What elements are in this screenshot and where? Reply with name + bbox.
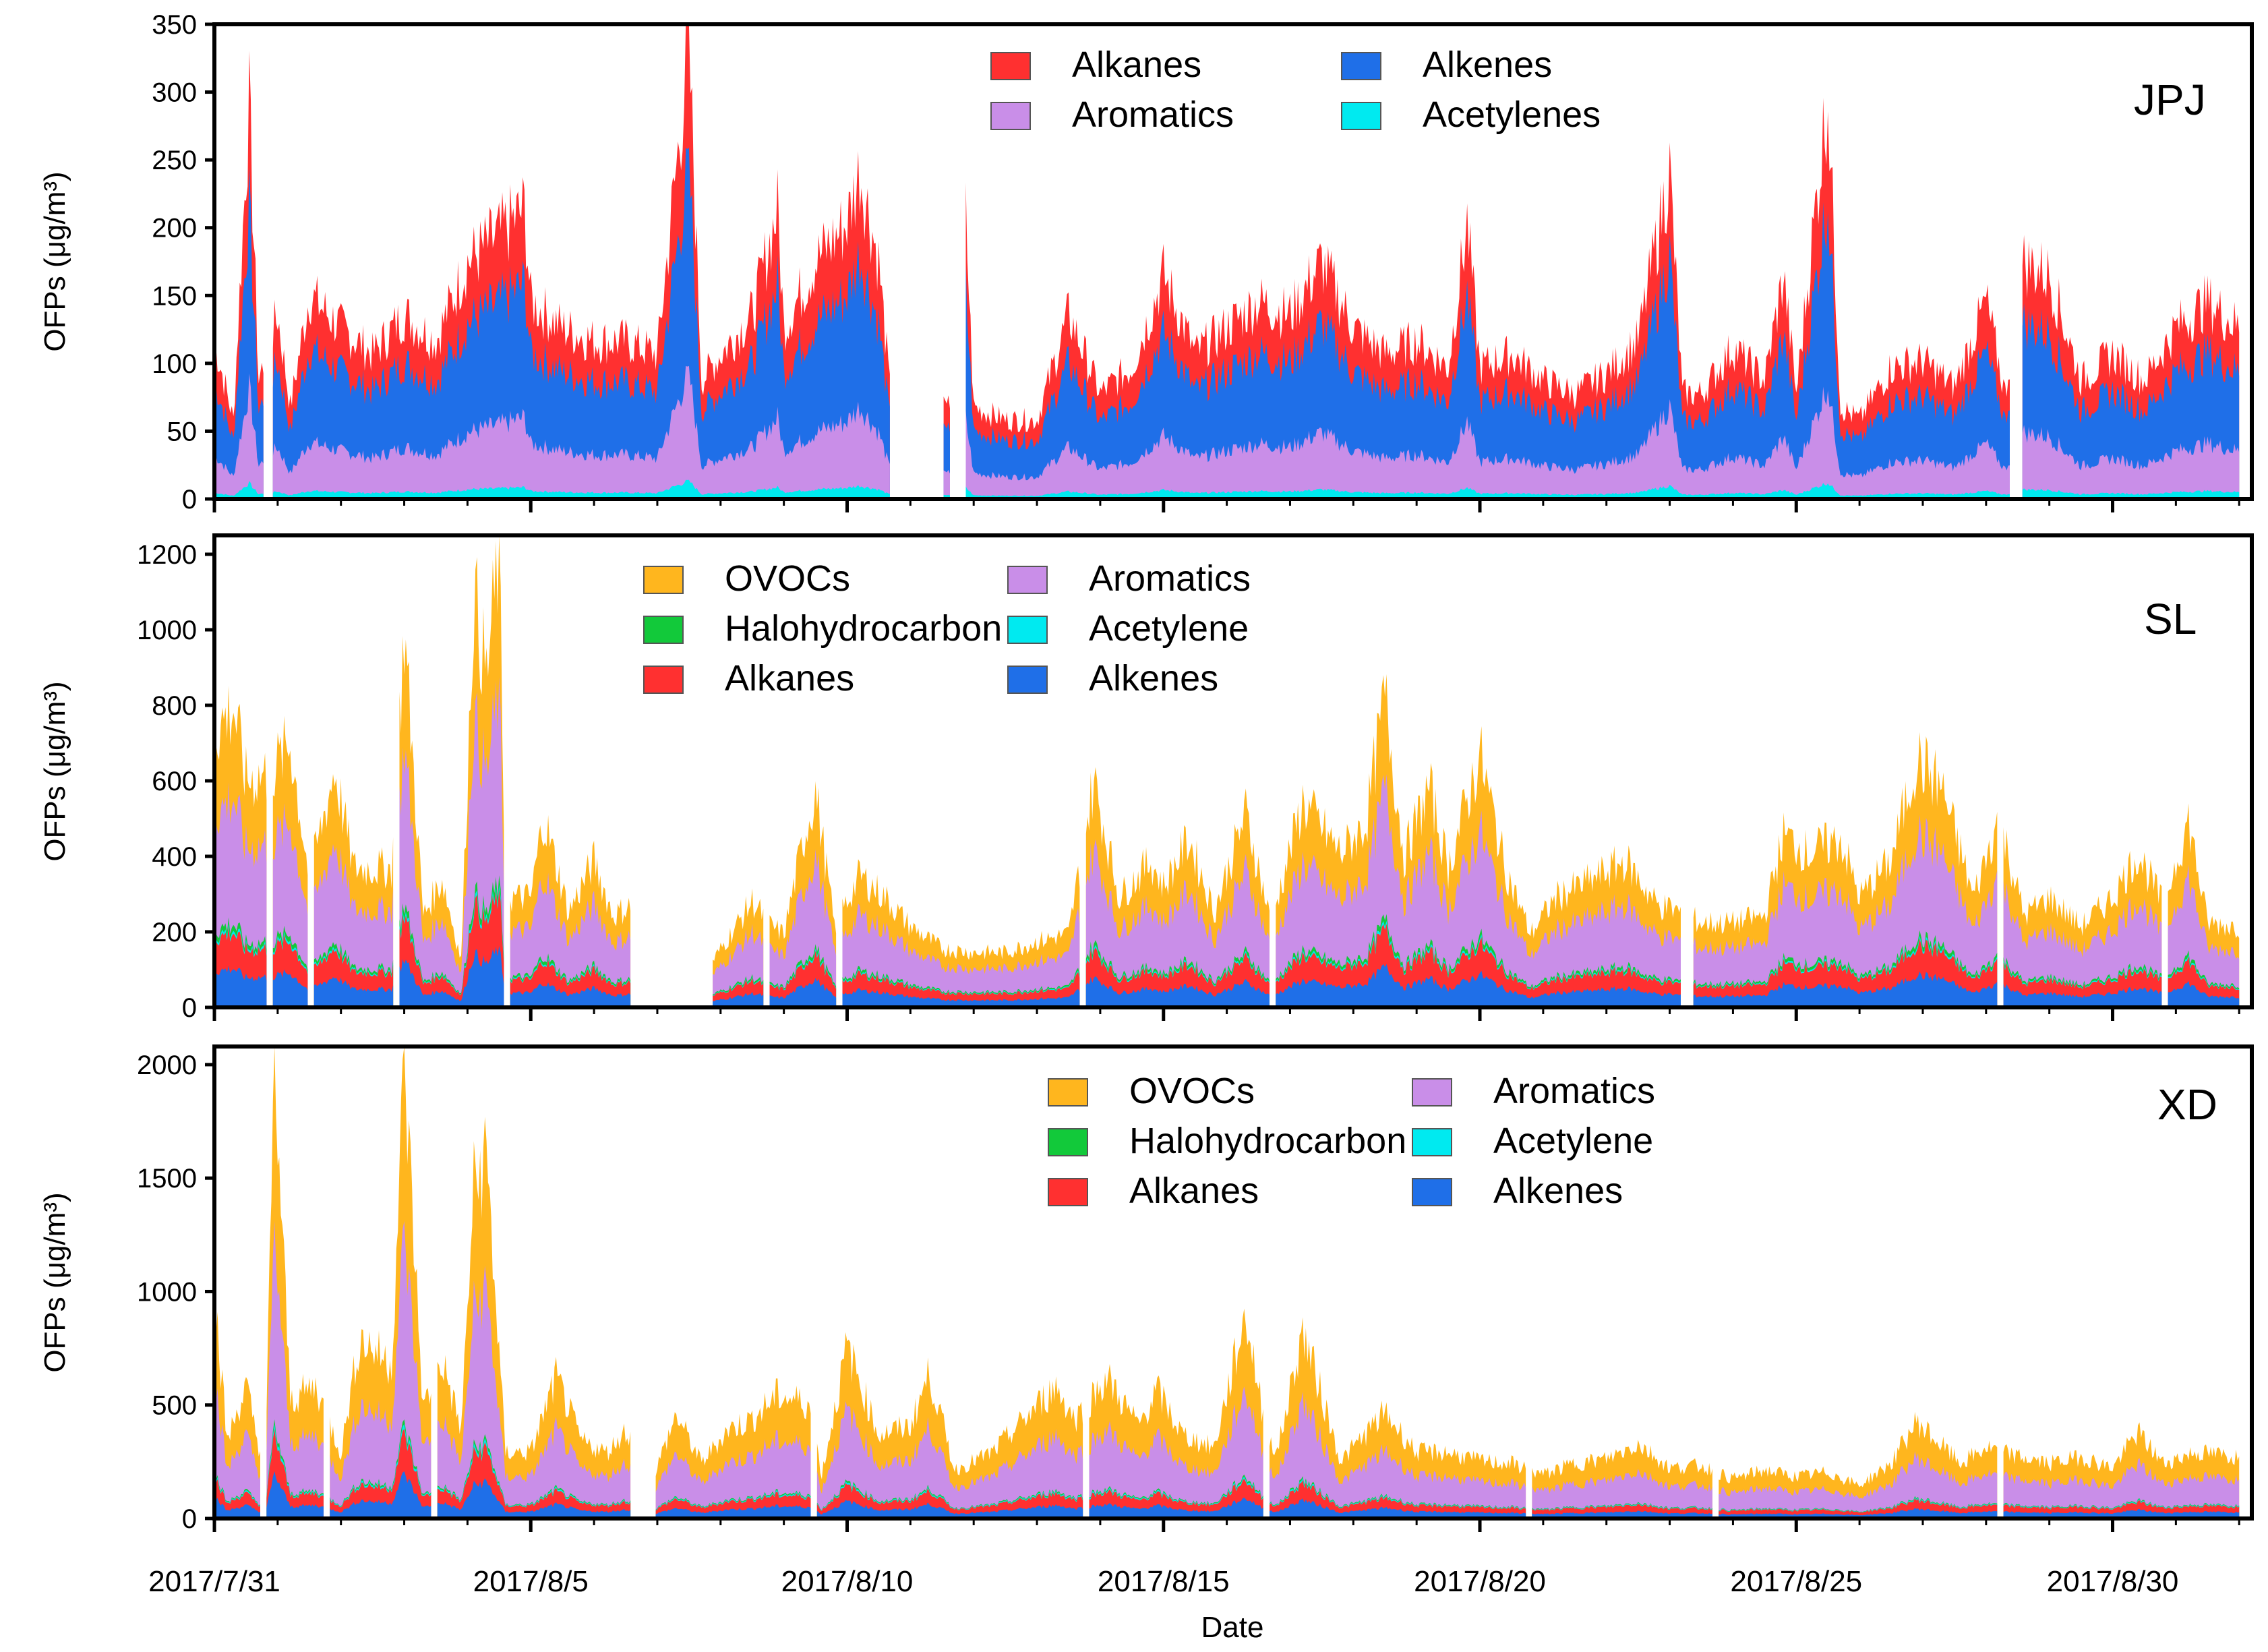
sl-station-label: SL (2144, 595, 2197, 643)
sl-y-tick-label: 0 (182, 993, 197, 1023)
xd-legend-swatch-alkenes (1412, 1178, 1452, 1206)
xd-legend-label-alkanes: Alkanes (1129, 1171, 1259, 1211)
sl-plot-frame (212, 533, 2254, 1009)
x-tick-label-2017-8-25: 2017/8/25 (1730, 1565, 1862, 1598)
xd-legend-swatch-acetylene (1412, 1128, 1452, 1156)
x-tick-label-2017-8-15: 2017/8/15 (1098, 1565, 1230, 1598)
jpj-legend-swatch-acetylenes (1341, 102, 1381, 130)
jpj-series-alkanes (214, 24, 2240, 499)
sl-legend-swatch-alkanes (643, 666, 684, 694)
sl-legend-swatch-halohydrocarbon (643, 616, 684, 644)
jpj-legend-label-alkanes: Alkanes (1072, 45, 1201, 85)
jpj-legend-swatch-alkanes (990, 52, 1031, 80)
x-tick-label-2017-7-31: 2017/7/31 (148, 1565, 280, 1598)
jpj-plot-frame (212, 22, 2254, 501)
xd-y-tick-label: 1000 (137, 1277, 197, 1307)
xd-station-label: XD (2157, 1080, 2217, 1129)
sl-y-tick-label: 1200 (137, 540, 197, 570)
jpj-y-tick-label: 300 (152, 78, 197, 108)
sl-legend-label-aromatics: Aromatics (1089, 558, 1251, 599)
jpj-y-tick-label: 0 (182, 485, 197, 514)
xd-y-axis-title: OFPs (μg/m³) (38, 1192, 71, 1372)
sl-legend-label-halohydrocarbon: Halohydrocarbon (725, 608, 1002, 649)
sl-legend-label-alkenes: Alkenes (1089, 658, 1218, 699)
xd-legend-swatch-alkanes (1048, 1178, 1088, 1206)
sl-legend-label-ovocs: OVOCs (725, 558, 850, 599)
x-axis-title: Date (1201, 1611, 1264, 1644)
panel-xd: 0 500 1000 1500 2000 OFPs (μg/m³) XD OVOCs Aroma… (38, 1044, 2254, 1534)
xd-legend-label-halohydrocarbon: Halohydrocarbon (1129, 1121, 1406, 1161)
x-tick-label-2017-8-20: 2017/8/20 (1414, 1565, 1546, 1598)
xd-series-alkenes (214, 1471, 2240, 1518)
xd-y-tick-label: 0 (182, 1504, 197, 1534)
xd-plot-frame (212, 1044, 2254, 1521)
sl-legend-swatch-acetylene (1007, 616, 1048, 644)
jpj-series-acetylenes (214, 479, 2240, 499)
sl-y-tick-label: 400 (152, 842, 197, 872)
jpj-y-tick-label: 250 (152, 146, 197, 175)
jpj-legend-swatch-aromatics (990, 102, 1031, 130)
sl-y-axis-title: OFPs (μg/m³) (38, 681, 71, 861)
xd-legend-label-acetylene: Acetylene (1493, 1121, 1653, 1161)
jpj-legend-swatch-alkenes (1341, 52, 1381, 80)
xd-y-tick-label: 1500 (137, 1164, 197, 1193)
jpj-series-aromatics (214, 365, 2240, 499)
sl-series-alkenes (214, 946, 2240, 1007)
sl-legend-swatch-aromatics (1007, 566, 1048, 594)
panel-jpj: 0 50 100 150 200 250 300 350 OFPs (μg/m³) JPJ Alka… (38, 10, 2254, 514)
sl-y-tick-label: 1000 (137, 616, 197, 645)
jpj-y-tick-label: 150 (152, 281, 197, 311)
xd-legend-label-alkenes: Alkenes (1493, 1171, 1623, 1211)
jpj-legend-label-aromatics: Aromatics (1072, 94, 1234, 135)
sl-y-tick-label: 600 (152, 767, 197, 796)
x-tick-label-2017-8-10: 2017/8/10 (781, 1565, 914, 1598)
jpj-y-tick-label: 200 (152, 214, 197, 243)
jpj-y-tick-label: 350 (152, 10, 197, 40)
sl-legend-label-acetylene: Acetylene (1089, 608, 1249, 649)
jpj-legend-label-alkenes: Alkenes (1423, 45, 1552, 85)
jpj-series-alkenes (214, 148, 2240, 499)
jpj-y-tick-label: 50 (167, 417, 198, 446)
panel-sl: 0 200 400 600 800 1000 1200 OFPs (μg/m³) SL OVOCs… (38, 533, 2254, 1023)
xd-legend-swatch-halohydrocarbon (1048, 1128, 1088, 1156)
xd-legend-label-aromatics: Aromatics (1493, 1071, 1655, 1111)
xd-y-tick-label: 2000 (137, 1051, 197, 1080)
jpj-station-label: JPJ (2134, 76, 2206, 124)
jpj-y-axis-title: OFPs (μg/m³) (38, 171, 71, 351)
jpj-y-tick-label: 100 (152, 349, 197, 379)
xd-legend-swatch-ovocs (1048, 1078, 1088, 1107)
jpj-legend-label-acetylenes: Acetylenes (1423, 94, 1601, 135)
sl-legend-swatch-alkenes (1007, 666, 1048, 694)
sl-y-tick-label: 800 (152, 691, 197, 721)
sl-legend-label-alkanes: Alkanes (725, 658, 854, 699)
x-tick-label-2017-8-30: 2017/8/30 (2047, 1565, 2179, 1598)
xd-series-ovocs (214, 1046, 2240, 1518)
sl-y-tick-label: 200 (152, 918, 197, 947)
xd-y-tick-label: 500 (152, 1391, 197, 1421)
xd-legend-swatch-aromatics (1412, 1078, 1452, 1107)
xd-legend-label-ovocs: OVOCs (1129, 1071, 1255, 1111)
x-tick-label-2017-8-5: 2017/8/5 (473, 1565, 589, 1598)
sl-legend-swatch-ovocs (643, 566, 684, 594)
